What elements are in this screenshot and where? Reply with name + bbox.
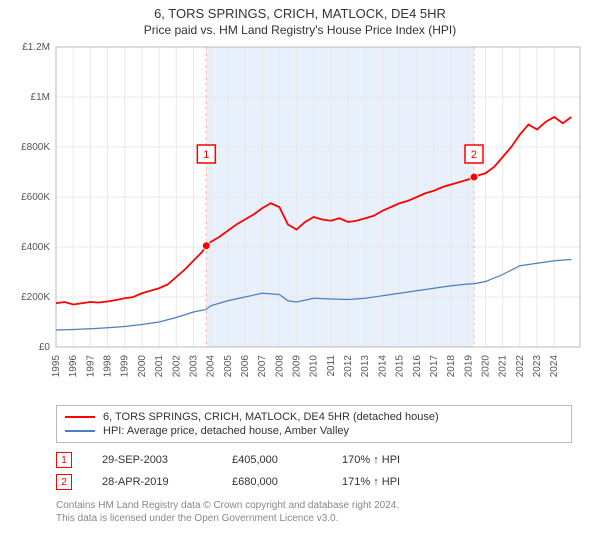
chart-legend: 6, TORS SPRINGS, CRICH, MATLOCK, DE4 5HR… — [56, 405, 572, 443]
x-tick-label: 2003 — [188, 355, 199, 378]
sales-table: 1 29-SEP-2003 £405,000 170% ↑ HPI 2 28-APR-20… — [56, 449, 572, 493]
x-tick-label: 2009 — [292, 355, 303, 378]
x-tick-label: 2011 — [326, 355, 337, 377]
event-marker-label: 1 — [203, 149, 209, 161]
y-tick-label: £600K — [21, 192, 50, 203]
x-tick-label: 2013 — [360, 355, 371, 378]
event-marker-label: 2 — [471, 149, 477, 161]
sale-price: £405,000 — [232, 454, 312, 466]
legend-label: 6, TORS SPRINGS, CRICH, MATLOCK, DE4 5HR… — [103, 411, 439, 423]
x-tick-label: 1997 — [85, 355, 96, 378]
x-tick-label: 2019 — [463, 355, 474, 378]
x-tick-label: 1996 — [68, 355, 79, 378]
x-tick-label: 2006 — [240, 355, 251, 378]
sale-price: £680,000 — [232, 476, 312, 488]
sale-pct: 171% ↑ HPI — [342, 476, 442, 488]
x-tick-label: 2010 — [309, 355, 320, 378]
sale-dot — [202, 242, 210, 250]
y-tick-label: £200K — [21, 292, 50, 303]
x-tick-label: 1999 — [120, 355, 131, 378]
x-tick-label: 2012 — [343, 355, 354, 378]
sale-date: 28-APR-2019 — [102, 476, 202, 488]
x-tick-label: 2014 — [377, 355, 388, 378]
sale-marker: 1 — [56, 452, 72, 468]
x-tick-label: 2000 — [137, 355, 148, 378]
legend-swatch — [65, 430, 95, 432]
chart-subtitle: Price paid vs. HM Land Registry's House … — [0, 23, 600, 37]
sale-dot — [470, 173, 478, 181]
sale-pct: 170% ↑ HPI — [342, 454, 442, 466]
x-tick-label: 2021 — [498, 355, 509, 378]
x-tick-label: 2001 — [154, 355, 165, 378]
x-tick-label: 1998 — [103, 355, 114, 378]
x-tick-label: 2017 — [429, 355, 440, 378]
footer-line1: Contains HM Land Registry data © Crown c… — [56, 499, 572, 512]
legend-row: HPI: Average price, detached house, Ambe… — [65, 424, 563, 438]
y-tick-label: £1M — [31, 92, 50, 103]
x-tick-label: 2004 — [206, 355, 217, 378]
chart-svg: £0 £200K £400K £600K £800K £1M £1.2M 1995 1996 19… — [0, 39, 600, 399]
x-tick-label: 2023 — [532, 355, 543, 378]
legend-swatch — [65, 416, 95, 418]
legend-row: 6, TORS SPRINGS, CRICH, MATLOCK, DE4 5HR… — [65, 410, 563, 424]
y-tick-label: £800K — [21, 142, 50, 153]
y-tick-label: £0 — [39, 342, 51, 353]
legend-label: HPI: Average price, detached house, Ambe… — [103, 425, 349, 437]
x-tick-label: 1995 — [51, 355, 62, 378]
x-tick-label: 2020 — [481, 355, 492, 378]
x-tick-label: 2022 — [515, 355, 526, 378]
chart-title: 6, TORS SPRINGS, CRICH, MATLOCK, DE4 5HR — [0, 6, 600, 21]
y-tick-label: £1.2M — [22, 42, 50, 53]
chart-title-block: 6, TORS SPRINGS, CRICH, MATLOCK, DE4 5HR… — [0, 0, 600, 39]
sale-date: 29-SEP-2003 — [102, 454, 202, 466]
price-chart: £0 £200K £400K £600K £800K £1M £1.2M 1995 1996 19… — [0, 39, 600, 399]
x-tick-label: 2016 — [412, 355, 423, 378]
x-tick-label: 2002 — [171, 355, 182, 378]
y-tick-label: £400K — [21, 242, 50, 253]
x-tick-label: 2024 — [549, 355, 560, 378]
x-tick-label: 2007 — [257, 355, 268, 378]
x-tick-label: 2018 — [446, 355, 457, 378]
sales-row: 1 29-SEP-2003 £405,000 170% ↑ HPI — [56, 449, 572, 471]
x-tick-label: 2015 — [395, 355, 406, 378]
sales-row: 2 28-APR-2019 £680,000 171% ↑ HPI — [56, 471, 572, 493]
sale-marker: 2 — [56, 474, 72, 490]
x-tick-label: 2008 — [274, 355, 285, 378]
x-tick-label: 2005 — [223, 355, 234, 378]
chart-footer: Contains HM Land Registry data © Crown c… — [56, 499, 572, 525]
footer-line2: This data is licensed under the Open Gov… — [56, 512, 572, 525]
